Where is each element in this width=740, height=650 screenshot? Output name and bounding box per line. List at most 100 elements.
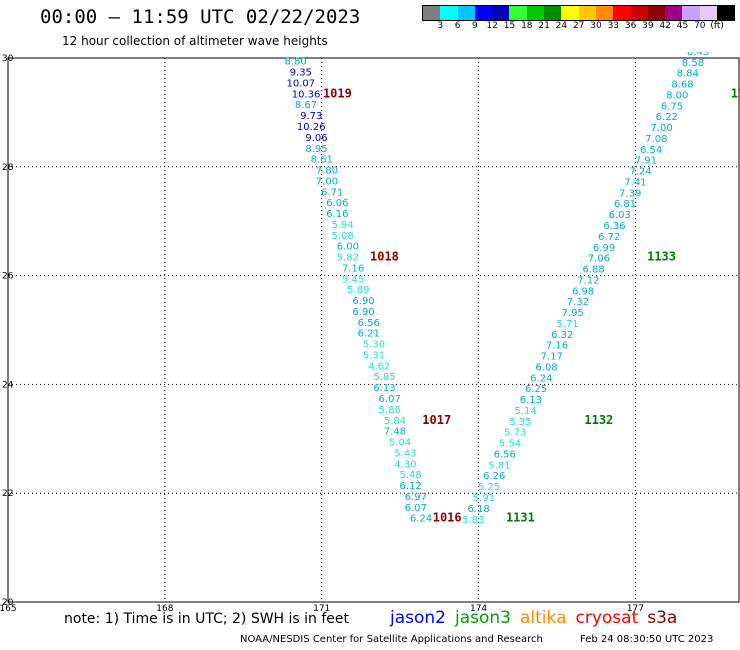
color-swatch	[544, 6, 562, 20]
swh-value-label: 6.13	[373, 383, 395, 394]
swh-value-label: 5.81	[488, 460, 510, 471]
swh-value-label: 6.08	[535, 362, 557, 373]
swh-value-label: 6.81	[614, 199, 636, 210]
y-tick-label: 26	[2, 272, 14, 282]
swh-value-label: 5.31	[363, 350, 385, 361]
swh-value-label: 6.03	[609, 210, 631, 221]
swh-value-label: 4.30	[394, 459, 416, 470]
footer-timestamp: Feb 24 08:30:50 UTC 2023	[580, 634, 714, 645]
color-scale-label: 12	[486, 21, 498, 31]
swh-value-label: 6.71	[321, 187, 343, 198]
color-scale-label: 27	[572, 21, 585, 31]
swh-value-label: 6.56	[494, 449, 516, 460]
plot-frame	[7, 57, 740, 603]
x-tick-label: 171	[313, 604, 330, 614]
color-swatch	[682, 6, 700, 20]
swh-value-label: 9.37	[692, 36, 714, 47]
swh-value-label: 7.48	[384, 427, 406, 438]
swh-value-label: 7.12	[577, 275, 599, 286]
swh-value-label: 6.00	[337, 242, 359, 253]
swh-value-label: 6.24	[410, 514, 432, 525]
swh-value-label: 6.99	[593, 243, 615, 254]
y-tick-label: 20	[2, 598, 14, 608]
note-text: note: 1) Time is in UTC; 2) SWH is in fe…	[64, 611, 350, 627]
swh-value-label: 5.89	[347, 285, 369, 296]
swh-value-label: 8.67	[295, 100, 317, 111]
y-tick-label: 24	[2, 380, 14, 390]
swh-value-label: 5.91	[473, 493, 495, 504]
swh-value-label: 6.25	[525, 384, 547, 395]
swh-value-label: 7.91	[635, 156, 657, 167]
swh-value-label: 6.88	[582, 265, 604, 276]
color-swatch	[474, 6, 493, 20]
pass-time-label: 1131	[506, 511, 535, 525]
swh-value-label: 6.12	[399, 481, 421, 492]
swh-value-label: 8.52	[703, 14, 725, 25]
swh-value-label: 5.30	[363, 340, 385, 351]
color-swatch	[647, 6, 666, 20]
color-scale-label: (ft)	[710, 21, 724, 31]
swh-value-label: 8.61	[311, 155, 333, 166]
color-swatch	[492, 6, 510, 20]
pass-time-label: 1134	[731, 86, 740, 100]
y-tick-label: 30	[2, 54, 14, 64]
swh-value-label: 6.06	[326, 198, 348, 209]
swh-value-label: 9.73	[300, 111, 322, 122]
swh-value-label: 8.00	[666, 90, 688, 101]
swh-value-label: 6.07	[405, 503, 427, 514]
swh-value-label: 7.80	[316, 166, 338, 177]
color-scale-label: 42	[659, 21, 671, 31]
chart-title: 00:00 – 11:59 UTC 02/22/2023	[40, 6, 361, 28]
color-swatch	[699, 6, 718, 20]
swh-value-label: 5.84	[384, 416, 406, 427]
x-tick-label: 165	[0, 604, 17, 614]
swh-value-label: 6.21	[358, 329, 380, 340]
swh-value-label: 5.43	[394, 448, 416, 459]
color-swatch	[457, 6, 475, 20]
swh-value-label: 7.06	[588, 254, 610, 265]
x-tick-label: 177	[627, 604, 644, 614]
pass-time-label: 1132	[584, 413, 613, 427]
pass-time-label: 1133	[647, 250, 676, 264]
swh-value-label: 6.24	[530, 373, 552, 384]
swh-value-label: 5.94	[331, 220, 353, 231]
satellite-legend: jason2 jason3 altika cryosat s3a	[390, 608, 686, 628]
pass-time-label: 1019	[323, 86, 352, 100]
swh-value-label: 6.07	[379, 394, 401, 405]
swh-value-label: 6.26	[483, 471, 505, 482]
y-tick-label: 28	[2, 163, 14, 173]
x-tick-label: 174	[470, 604, 487, 614]
swh-value-label: 6.13	[520, 395, 542, 406]
footer-credit: NOAA/NESDIS Center for Satellite Applica…	[240, 634, 543, 645]
color-swatch	[509, 6, 527, 20]
swh-value-label: 5.08	[331, 231, 353, 242]
y-tick-label: 22	[2, 489, 13, 499]
color-swatch	[440, 6, 458, 20]
swh-value-label: 10.07	[286, 78, 315, 89]
swh-value-label: 7.72	[697, 25, 719, 36]
swh-value-label: 7.00	[650, 123, 672, 134]
swh-value-label: 8.43	[687, 47, 709, 58]
swh-value-label: 4.62	[368, 361, 390, 372]
swh-value-label: 7.32	[567, 297, 589, 308]
swh-value-label: 5.83	[462, 515, 484, 526]
swh-value-label: 6.98	[572, 286, 594, 297]
swh-value-label: 7.17	[541, 352, 563, 363]
color-swatch	[526, 6, 545, 20]
swh-value-label: 7.95	[562, 308, 584, 319]
swh-value-label: 5.82	[337, 253, 359, 264]
swh-value-label: 6.18	[467, 504, 489, 515]
color-scale-label: 30	[590, 21, 602, 31]
swh-value-label: 8.58	[682, 58, 704, 69]
color-swatch	[630, 6, 648, 20]
color-swatch	[613, 6, 631, 20]
color-swatch	[423, 6, 441, 20]
swh-value-label: 7.08	[645, 134, 667, 145]
color-scale-label: 39	[642, 21, 654, 31]
swh-value-label: 6.97	[405, 492, 427, 503]
swh-value-label: 5.71	[556, 319, 578, 330]
swh-value-label: 5.73	[504, 428, 526, 439]
color-swatch	[578, 6, 596, 20]
color-scale-labels: 3 6 9 12 15 18 21 24 27 30 33 36 39 42 45 70 (ft)	[422, 21, 740, 33]
